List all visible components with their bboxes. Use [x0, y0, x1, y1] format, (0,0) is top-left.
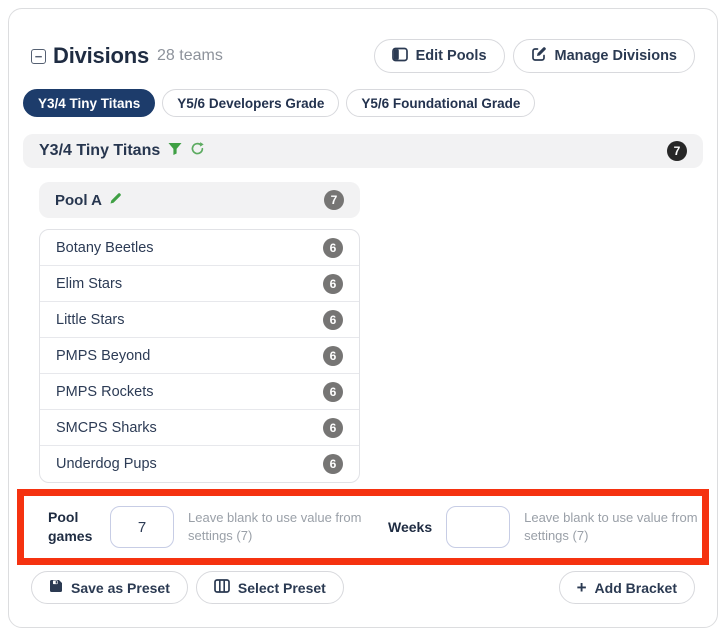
manage-divisions-label: Manage Divisions — [554, 48, 677, 64]
pool-a-header[interactable]: Pool A 7 — [39, 182, 360, 218]
manage-divisions-button[interactable]: Manage Divisions — [512, 39, 695, 73]
team-row[interactable]: PMPS Rockets 6 — [40, 374, 359, 410]
tab-y56-foundational-grade[interactable]: Y5/6 Foundational Grade — [346, 89, 536, 117]
team-name: Little Stars — [56, 311, 125, 328]
annotation-highlight-box: Pool games Leave blank to use value from… — [17, 489, 709, 565]
columns-grid-icon — [214, 579, 230, 596]
add-bracket-button[interactable]: + Add Bracket — [558, 571, 695, 604]
edit-pools-button[interactable]: Edit Pools — [373, 39, 505, 73]
team-row[interactable]: Little Stars 6 — [40, 302, 359, 338]
team-name: PMPS Rockets — [56, 383, 154, 400]
team-count-badge: 6 — [323, 273, 343, 294]
pool-name: Pool A — [55, 191, 102, 209]
settings-row: Pool games Leave blank to use value from… — [24, 496, 702, 558]
team-count-badge: 6 — [323, 417, 343, 438]
select-preset-label: Select Preset — [237, 579, 326, 596]
save-icon — [49, 579, 63, 596]
save-as-preset-button[interactable]: Save as Preset — [31, 571, 188, 604]
team-name: Underdog Pups — [56, 456, 157, 472]
footer-actions: Save as Preset Select Preset + Add Brack… — [31, 571, 695, 604]
collapse-icon[interactable]: − — [31, 48, 46, 64]
team-count-badge: 6 — [323, 454, 343, 474]
division-header-bar: Y3/4 Tiny Titans 7 — [23, 134, 703, 168]
division-title: Y3/4 Tiny Titans — [39, 142, 161, 159]
division-count-badge: 7 — [667, 141, 687, 161]
add-bracket-label: Add Bracket — [594, 579, 677, 596]
edit-pools-label: Edit Pools — [415, 48, 487, 64]
team-name: SMCPS Sharks — [56, 419, 157, 436]
team-list: Botany Beetles 6 Elim Stars 6 Little Sta… — [39, 229, 360, 483]
team-count-badge: 6 — [323, 237, 343, 258]
team-row[interactable]: Underdog Pups 6 — [40, 446, 359, 482]
plus-icon: + — [576, 578, 587, 597]
team-name: Botany Beetles — [56, 239, 154, 256]
tab-y56-developers-grade[interactable]: Y5/6 Developers Grade — [162, 89, 340, 117]
tab-y34-tiny-titans[interactable]: Y3/4 Tiny Titans — [23, 89, 156, 117]
columns-icon — [391, 47, 408, 66]
pool-column: Pool A 7 Botany Beetles 6 Elim Stars 6 L… — [39, 182, 360, 483]
filter-funnel-icon[interactable] — [168, 142, 182, 161]
team-count-badge: 6 — [323, 381, 343, 402]
save-as-preset-label: Save as Preset — [71, 579, 170, 596]
team-name: Elim Stars — [56, 275, 123, 292]
weeks-field-group: Weeks Leave blank to use value from sett… — [366, 506, 702, 548]
select-preset-button[interactable]: Select Preset — [195, 571, 344, 604]
pool-count-badge: 7 — [324, 190, 344, 210]
teams-count-label: 28 teams — [157, 47, 223, 64]
team-row[interactable]: Botany Beetles 6 — [40, 230, 359, 266]
pool-games-label: Pool games — [48, 509, 93, 544]
team-row[interactable]: PMPS Beyond 6 — [40, 338, 359, 374]
header: − Divisions 28 teams Edit Pools Manage D… — [31, 39, 695, 73]
team-count-badge: 6 — [323, 345, 343, 366]
pool-games-input[interactable] — [110, 506, 174, 548]
team-row[interactable]: SMCPS Sharks 6 — [40, 410, 359, 446]
team-count-badge: 6 — [323, 309, 343, 330]
edit-square-icon — [531, 46, 547, 66]
divisions-card: − Divisions 28 teams Edit Pools Manage D… — [8, 8, 718, 628]
team-row[interactable]: Elim Stars 6 — [40, 266, 359, 302]
refresh-icon[interactable] — [190, 141, 205, 161]
weeks-input[interactable] — [446, 506, 511, 548]
division-tabs: Y3/4 Tiny Titans Y5/6 Developers Grade Y… — [23, 89, 703, 117]
weeks-help: Leave blank to use value from settings (… — [524, 509, 698, 543]
pool-games-help: Leave blank to use value from settings (… — [188, 509, 362, 543]
pencil-icon[interactable] — [109, 191, 123, 210]
page-title: Divisions — [53, 43, 150, 68]
pool-games-field-group: Pool games Leave blank to use value from… — [48, 506, 366, 548]
weeks-label: Weeks — [388, 518, 433, 535]
team-name: PMPS Beyond — [56, 347, 151, 364]
